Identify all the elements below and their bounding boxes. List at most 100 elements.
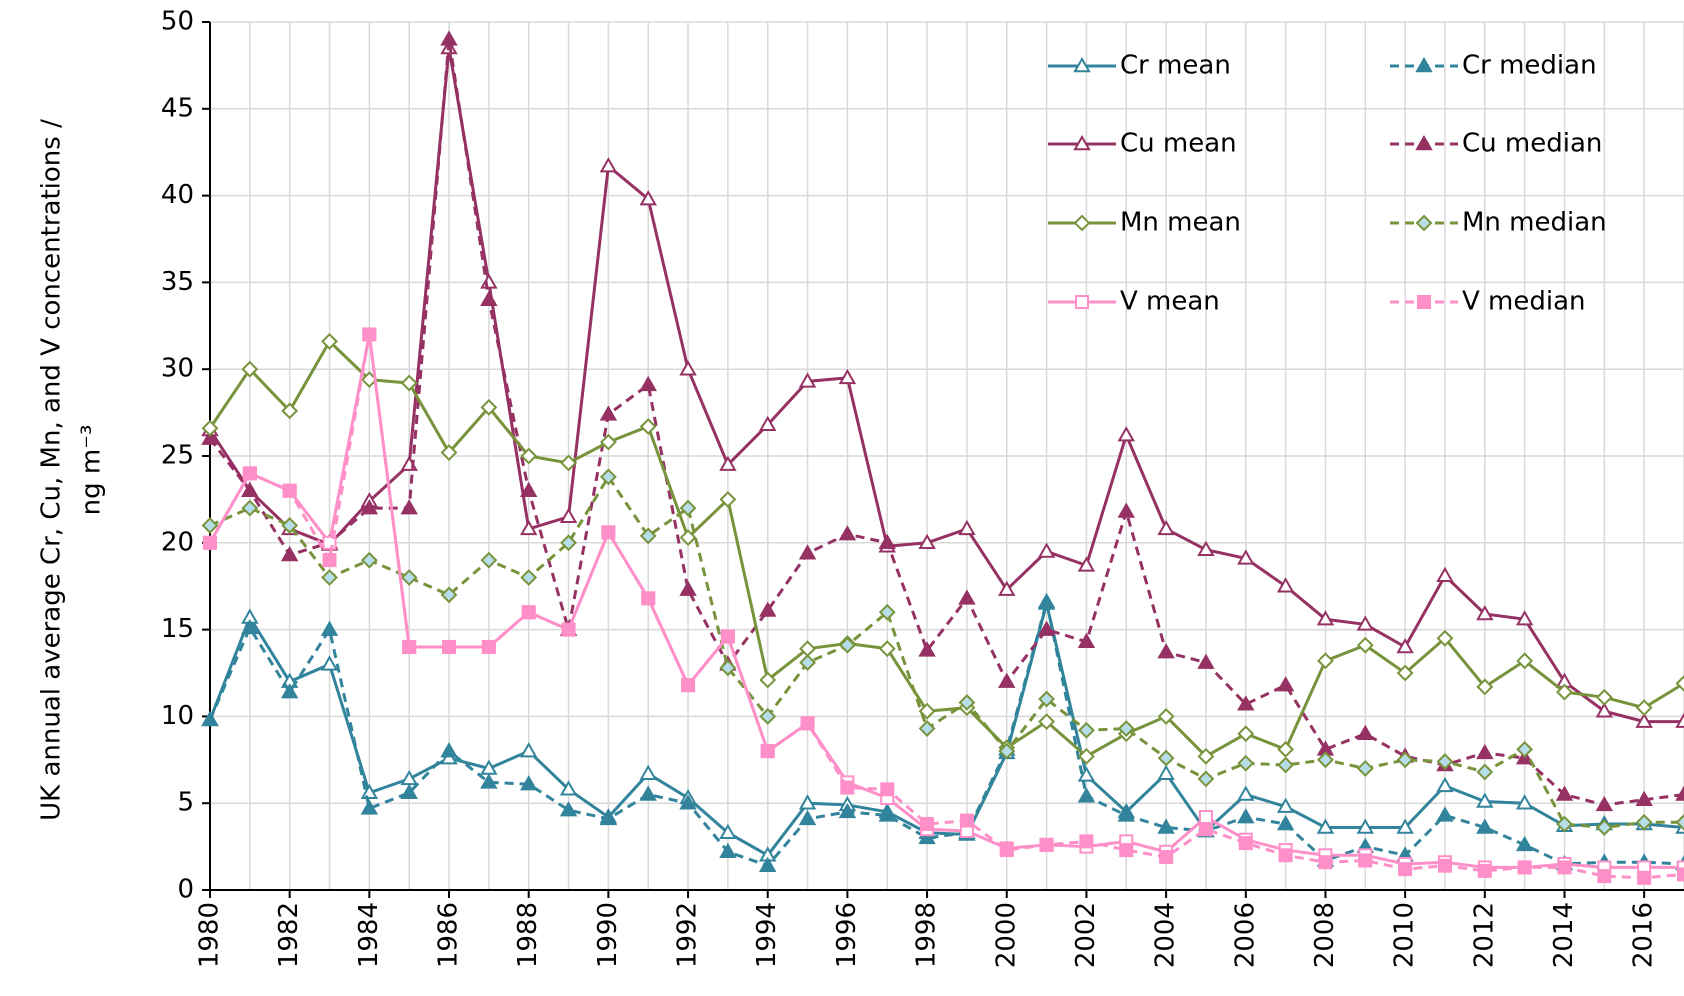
marker (1515, 835, 1534, 852)
x-tick-label: 1998 (912, 902, 942, 968)
marker (1635, 790, 1653, 806)
marker (1077, 556, 1096, 572)
legend-item: V mean (1048, 287, 1220, 317)
marker (1635, 813, 1653, 831)
marker (998, 672, 1016, 688)
marker (639, 190, 657, 206)
marker (559, 801, 578, 817)
marker (281, 517, 299, 534)
x-tick-label: 1996 (832, 902, 862, 968)
legend-item: Cr median (1390, 51, 1597, 81)
marker (442, 639, 457, 654)
series-line (209, 474, 1684, 830)
marker (1437, 858, 1452, 873)
marker (1276, 577, 1295, 593)
series-line (208, 601, 1684, 868)
marker (201, 419, 219, 437)
marker (719, 842, 737, 859)
x-tick-label: 2014 (1549, 902, 1579, 968)
marker (1517, 860, 1532, 875)
marker (639, 764, 657, 780)
marker (1197, 653, 1215, 669)
marker (958, 589, 976, 605)
marker (480, 273, 498, 289)
marker (519, 742, 538, 758)
y-tick-label: 25 (161, 441, 194, 471)
marker (1317, 652, 1334, 670)
marker (1075, 295, 1089, 309)
marker (561, 622, 576, 637)
marker (1157, 749, 1175, 767)
marker (998, 742, 1016, 760)
marker (1077, 766, 1096, 782)
marker (1277, 756, 1295, 774)
marker (1157, 707, 1175, 725)
marker (760, 744, 775, 759)
marker (720, 629, 735, 644)
marker (322, 553, 337, 568)
marker (798, 544, 817, 560)
marker (203, 535, 217, 550)
marker (321, 569, 338, 586)
legend-item: Cu median (1390, 129, 1602, 159)
marker (1595, 795, 1614, 812)
marker (1157, 764, 1175, 780)
marker (1276, 815, 1295, 831)
marker (679, 499, 697, 517)
marker (1597, 869, 1612, 884)
marker (480, 290, 498, 307)
legend-label: Mn mean (1120, 208, 1241, 238)
marker (1078, 721, 1095, 739)
marker (1356, 760, 1374, 777)
marker (1436, 566, 1454, 583)
marker (880, 782, 895, 797)
marker (639, 418, 657, 435)
marker (1557, 860, 1572, 875)
marker (878, 806, 896, 822)
marker (201, 710, 219, 727)
marker (1117, 806, 1135, 822)
y-axis-label: UK annual average Cr, Cu, Mn, and V conc… (37, 119, 107, 821)
marker (1117, 502, 1135, 518)
marker (481, 639, 496, 654)
marker (360, 799, 379, 815)
marker (1675, 675, 1684, 692)
marker (641, 591, 656, 606)
marker (400, 783, 418, 800)
y-tick-label: 30 (161, 354, 194, 384)
marker (1238, 836, 1253, 851)
marker (1197, 747, 1215, 765)
marker (1198, 810, 1213, 825)
marker (1078, 747, 1095, 765)
marker (1237, 754, 1255, 772)
marker (838, 525, 857, 541)
marker (1317, 751, 1334, 769)
marker (1556, 815, 1573, 833)
marker (1396, 664, 1414, 682)
marker (241, 481, 259, 497)
marker (440, 742, 458, 758)
marker (1396, 751, 1414, 769)
marker (1398, 862, 1413, 877)
marker (1516, 740, 1534, 758)
marker (440, 444, 458, 461)
x-tick-label: 2008 (1310, 902, 1340, 968)
marker (1415, 134, 1433, 151)
marker (1198, 822, 1213, 837)
marker (1675, 813, 1684, 831)
marker (1417, 295, 1431, 309)
marker (1556, 683, 1573, 701)
marker (519, 519, 538, 536)
marker (480, 551, 498, 569)
marker (1356, 636, 1374, 654)
marker (360, 499, 379, 515)
marker (679, 580, 697, 596)
marker (759, 601, 777, 617)
y-tick-label: 35 (161, 267, 194, 297)
marker (798, 794, 817, 810)
marker (519, 775, 538, 791)
marker (759, 707, 777, 725)
x-tick-label: 1994 (752, 902, 782, 968)
marker (400, 569, 418, 586)
